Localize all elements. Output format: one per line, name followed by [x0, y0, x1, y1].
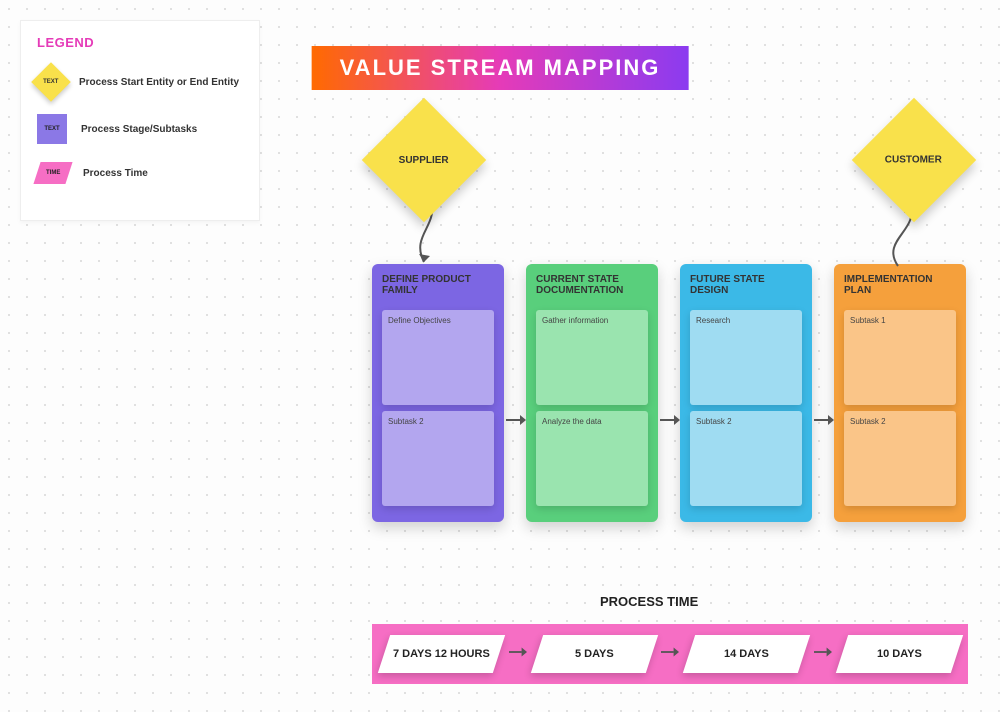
process-time-value: 14 DAYS [720, 648, 773, 660]
arrow-right-icon [661, 643, 679, 666]
stage-column: DEFINE PRODUCT FAMILY Define ObjectivesSu… [372, 264, 504, 522]
legend-icon-label: TIME [46, 170, 60, 176]
supplier-label: SUPPLIER [399, 154, 449, 165]
process-time-cell: 10 DAYS [835, 635, 962, 673]
stage-title: IMPLEMENTATION PLAN [844, 274, 956, 302]
customer-label: CUSTOMER [885, 154, 942, 165]
subtask-card: Subtask 2 [382, 411, 494, 506]
arrow-right-icon [814, 643, 832, 666]
process-time-cell: 5 DAYS [530, 635, 657, 673]
subtask-card: Gather information [536, 310, 648, 405]
stage-title: CURRENT STATE DOCUMENTATION [536, 274, 648, 302]
parallelogram-icon: TIME [33, 162, 72, 184]
subtask-card: Subtask 2 [690, 411, 802, 506]
process-time-value: 5 DAYS [570, 648, 617, 660]
process-time-value: 7 DAYS 12 HOURS [389, 648, 494, 660]
supplier-node: SUPPLIER [362, 98, 486, 222]
subtask-card: Analyze the data [536, 411, 648, 506]
process-time-value: 10 DAYS [872, 648, 925, 660]
legend-label: Process Stage/Subtasks [81, 124, 197, 135]
stage-column: FUTURE STATE DESIGN ResearchSubtask 2 [680, 264, 812, 522]
legend-row-time: TIME Process Time [37, 162, 243, 184]
legend-label: Process Start Entity or End Entity [79, 77, 239, 88]
diagram-title: VALUE STREAM MAPPING [312, 46, 689, 90]
legend-label: Process Time [83, 168, 148, 179]
legend-panel: LEGEND TEXT Process Start Entity or End … [20, 20, 260, 221]
stage-title: FUTURE STATE DESIGN [690, 274, 802, 302]
subtask-card: Research [690, 310, 802, 405]
arrow-right-icon [509, 643, 527, 666]
stage-title: DEFINE PRODUCT FAMILY [382, 274, 494, 302]
diamond-icon: TEXT [31, 62, 71, 102]
stage-column: CURRENT STATE DOCUMENTATION Gather inform… [526, 264, 658, 522]
process-time-heading: PROCESS TIME [600, 594, 698, 609]
subtask-card: Subtask 2 [844, 411, 956, 506]
arrow-right-icon [506, 410, 526, 430]
legend-title: LEGEND [37, 35, 243, 50]
process-time-cell: 14 DAYS [683, 635, 810, 673]
subtask-card: Define Objectives [382, 310, 494, 405]
legend-icon-label: TEXT [43, 79, 58, 85]
process-time-cell: 7 DAYS 12 HOURS [378, 635, 505, 673]
customer-node: CUSTOMER [852, 98, 976, 222]
stage-column: IMPLEMENTATION PLAN Subtask 1Subtask 2 [834, 264, 966, 522]
legend-row-start-end: TEXT Process Start Entity or End Entity [37, 68, 243, 96]
process-time-bar: 7 DAYS 12 HOURS 5 DAYS 14 DAYS 10 DAYS [372, 624, 968, 684]
stages-row: DEFINE PRODUCT FAMILYDefine ObjectivesSu… [372, 264, 966, 522]
subtask-card: Subtask 1 [844, 310, 956, 405]
arrow-right-icon [660, 410, 680, 430]
square-icon: TEXT [37, 114, 67, 144]
diagram-title-text: VALUE STREAM MAPPING [340, 55, 661, 80]
arrow-right-icon [814, 410, 834, 430]
legend-icon-label: TEXT [44, 126, 59, 132]
legend-row-stage: TEXT Process Stage/Subtasks [37, 114, 243, 144]
